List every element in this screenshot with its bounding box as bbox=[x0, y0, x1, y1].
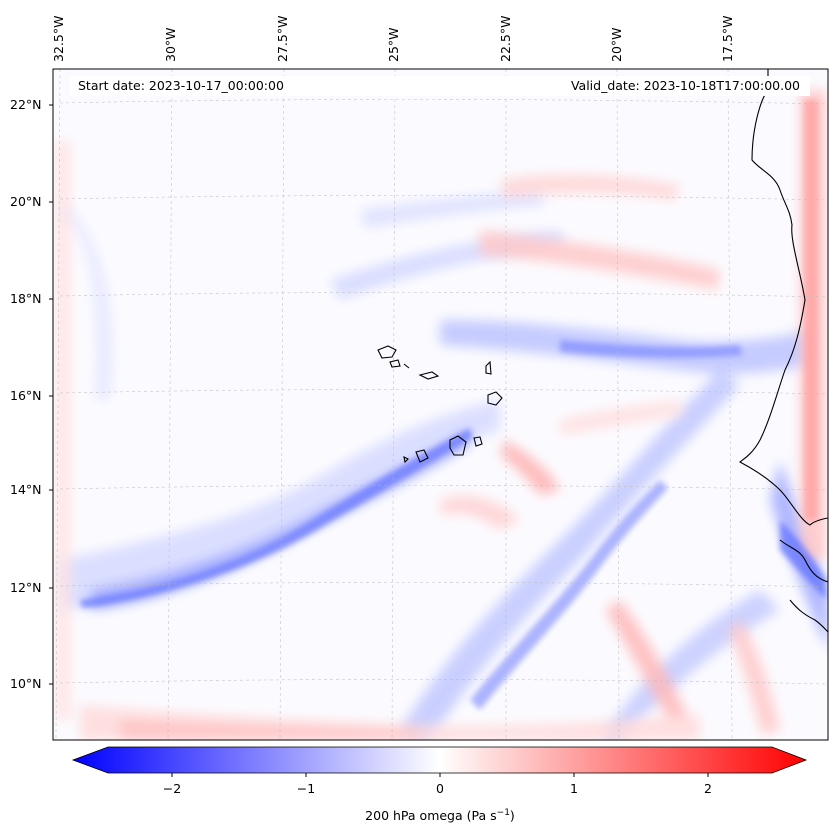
colorbar-tick-label: −1 bbox=[296, 781, 316, 796]
lon-label-27-5w: 27.5°W bbox=[275, 15, 290, 62]
colorbar bbox=[71, 746, 808, 777]
colorbar-tick-label: 0 bbox=[436, 781, 444, 796]
colorbar-tick-label: 2 bbox=[704, 781, 712, 796]
colorbar-body bbox=[71, 746, 808, 774]
info-strip bbox=[70, 76, 810, 96]
lon-label-30w: 30°W bbox=[163, 27, 178, 62]
lon-label-25w: 25°W bbox=[386, 27, 401, 62]
colorbar-units-exponent: −1 bbox=[496, 808, 510, 818]
lat-label-14n: 14°N bbox=[10, 482, 42, 497]
colorbar-tick-label: 1 bbox=[570, 781, 578, 796]
colorbar-units: Pa s bbox=[471, 808, 497, 824]
lat-label-20n: 20°N bbox=[10, 194, 42, 209]
colorbar-label: 200 hPa omega (Pa s−1) bbox=[365, 808, 515, 824]
lon-label-17-5w: 17.5°W bbox=[720, 15, 735, 62]
lat-label-12n: 12°N bbox=[10, 580, 42, 595]
lon-label-22-5w: 22.5°W bbox=[498, 15, 513, 62]
omega-field bbox=[53, 69, 828, 740]
lat-label-16n: 16°N bbox=[10, 388, 42, 403]
lon-label-20w: 20°W bbox=[609, 27, 624, 62]
lat-label-10n: 10°N bbox=[10, 676, 42, 691]
start-date-label: Start date: 2023-10-17_00:00:00 bbox=[78, 78, 284, 93]
colorbar-tick-label: −2 bbox=[162, 781, 182, 796]
valid-date-label: Valid_date: 2023-10-18T17:00:00.00 bbox=[570, 78, 800, 93]
coastline-west-africa bbox=[739, 69, 828, 633]
lat-label-22n: 22°N bbox=[10, 97, 42, 112]
map-border bbox=[52, 68, 829, 741]
colorbar-field-name: 200 hPa omega bbox=[365, 808, 463, 824]
lat-label-18n: 18°N bbox=[10, 291, 42, 306]
cape-verde-islands bbox=[377, 345, 503, 464]
lon-label-32-5w: 32.5°W bbox=[51, 15, 66, 62]
